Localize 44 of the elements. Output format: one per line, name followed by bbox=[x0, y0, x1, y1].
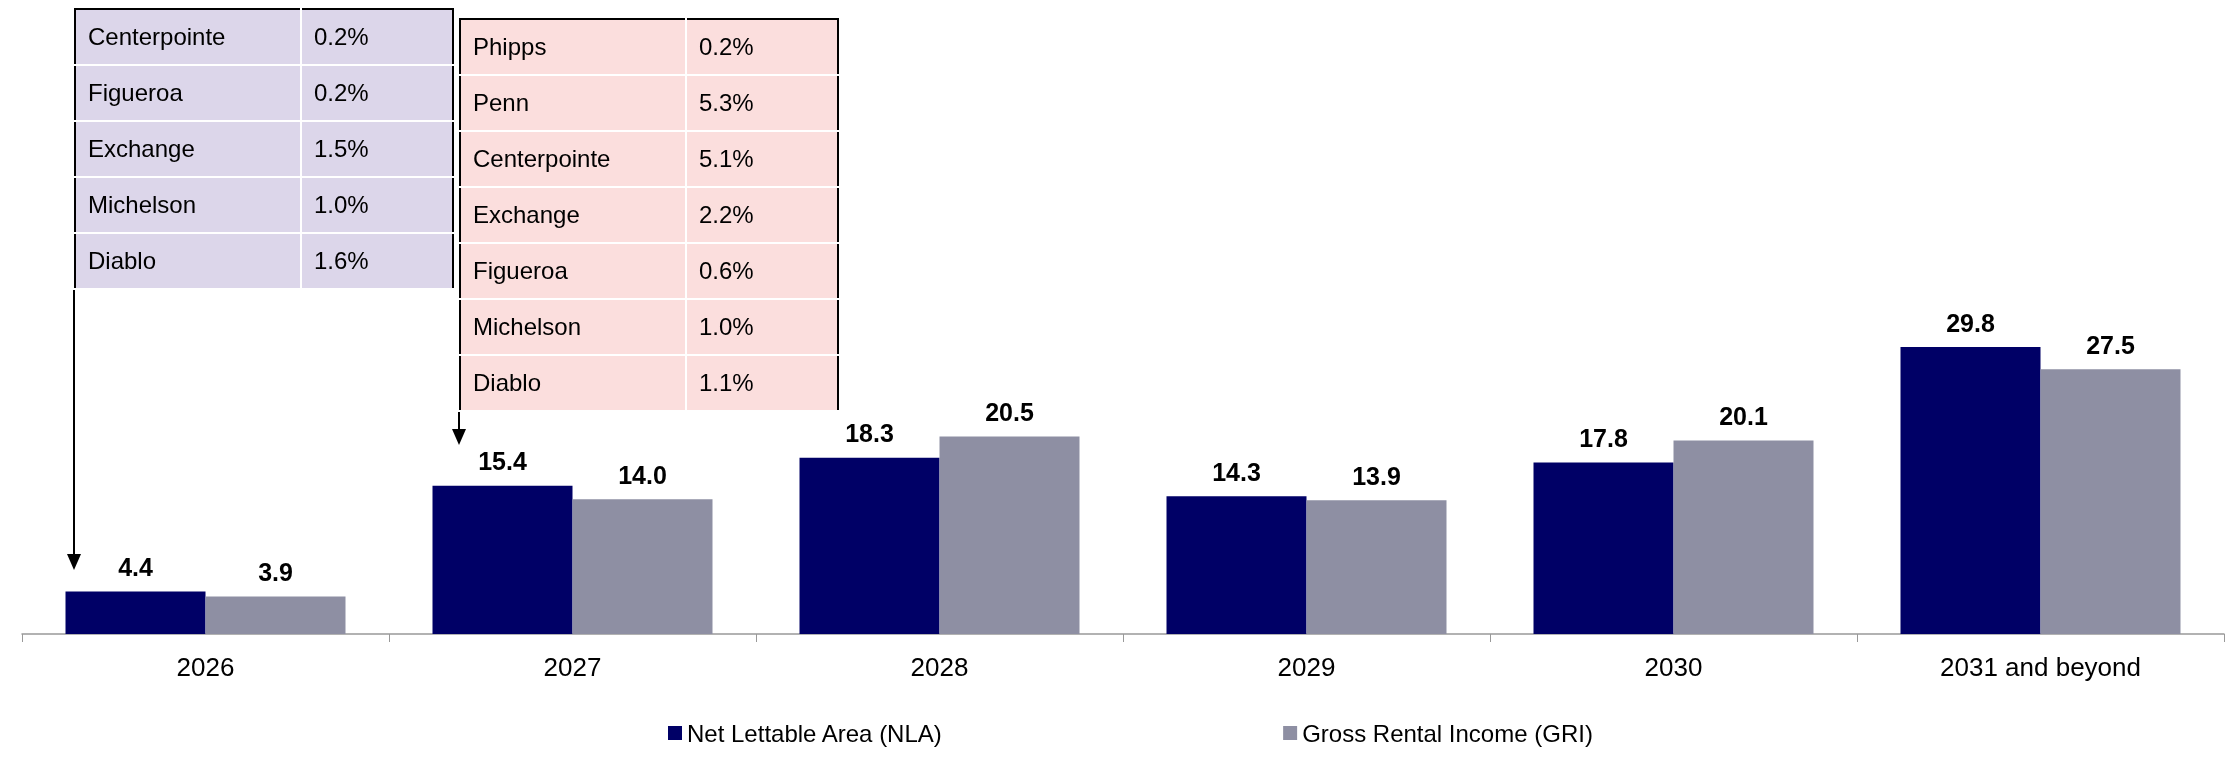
annotation: 1.0% bbox=[301, 177, 453, 233]
legend-label: Net Lettable Area (NLA) bbox=[687, 719, 942, 747]
data-label: 13.9 bbox=[1352, 461, 1401, 490]
annotation: Michelson bbox=[75, 177, 301, 233]
x-tick-label: 2026 bbox=[176, 652, 235, 682]
data-label: 17.8 bbox=[1579, 424, 1628, 453]
data-label: 4.4 bbox=[118, 553, 153, 582]
x-tick-label: 2028 bbox=[910, 652, 969, 682]
data-label: 20.5 bbox=[985, 398, 1034, 427]
annotation: Figueroa bbox=[460, 243, 686, 299]
data-label: 14.3 bbox=[1212, 457, 1261, 486]
data-label: 18.3 bbox=[845, 419, 894, 448]
annotation: 0.2% bbox=[686, 19, 838, 75]
x-tick-label: 2027 bbox=[543, 652, 602, 682]
annotation: Penn bbox=[460, 75, 686, 131]
annotation: 2.2% bbox=[686, 187, 838, 243]
annotation: 0.2% bbox=[301, 65, 453, 121]
x-tick-label: 2030 bbox=[1644, 652, 1703, 682]
annotation: Diablo bbox=[460, 355, 686, 411]
annotation: Exchange bbox=[75, 121, 301, 177]
annotation: Centerpointe bbox=[460, 131, 686, 187]
data-label: 27.5 bbox=[2086, 330, 2135, 359]
annotation: 1.6% bbox=[301, 233, 453, 289]
annotation: 1.5% bbox=[301, 121, 453, 177]
legend-label: Gross Rental Income (GRI) bbox=[1302, 719, 1593, 747]
annotation: Diablo bbox=[75, 233, 301, 289]
annotation: 1.0% bbox=[686, 299, 838, 355]
annotation: Michelson bbox=[460, 299, 686, 355]
x-tick-label: 2031 and beyond bbox=[1940, 652, 2141, 682]
annotation: 5.3% bbox=[686, 75, 838, 131]
annotation: Phipps bbox=[460, 19, 686, 75]
data-label: 20.1 bbox=[1719, 401, 1768, 430]
annotation: Figueroa bbox=[75, 65, 301, 121]
data-label: 15.4 bbox=[478, 447, 527, 476]
data-label: 14.0 bbox=[618, 460, 667, 489]
annotation: 5.1% bbox=[686, 131, 838, 187]
annotation: 0.2% bbox=[301, 9, 453, 65]
data-label: 29.8 bbox=[1946, 308, 1995, 337]
x-tick-label: 2029 bbox=[1277, 652, 1336, 682]
annotation: Exchange bbox=[460, 187, 686, 243]
data-label: 3.9 bbox=[258, 557, 293, 586]
annotation: Centerpointe bbox=[75, 9, 301, 65]
annotation: 1.1% bbox=[686, 355, 838, 411]
annotation: 0.6% bbox=[686, 243, 838, 299]
